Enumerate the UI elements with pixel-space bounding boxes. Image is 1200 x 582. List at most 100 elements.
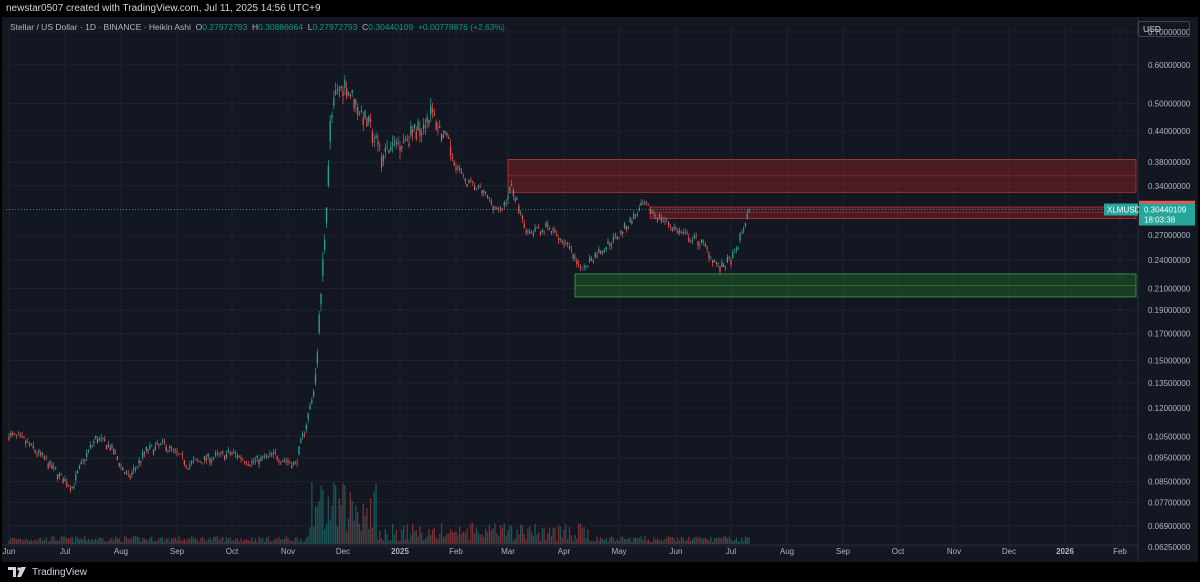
candle-body <box>706 247 708 249</box>
volume-bar <box>666 537 668 544</box>
candle-body <box>207 453 209 457</box>
candle-body <box>601 251 604 253</box>
candle-body <box>732 252 734 259</box>
candle-body <box>470 180 472 182</box>
attribution-text: newstar0507 created with TradingView.com… <box>6 3 321 14</box>
volume-bar <box>207 539 209 544</box>
candle-body <box>568 246 571 249</box>
volume-bar <box>644 536 646 544</box>
volume-bar <box>19 538 21 544</box>
candle-body <box>172 448 175 450</box>
candle-body <box>746 213 748 219</box>
volume-bar <box>75 536 77 544</box>
candle-body <box>272 452 275 454</box>
y-tick-label: 0.19000000 <box>1148 306 1191 315</box>
candle-body <box>202 463 204 465</box>
candle-body <box>229 452 231 455</box>
volume-bar <box>730 539 732 544</box>
volume-bar <box>251 537 253 544</box>
volume-bar <box>333 482 335 544</box>
volume-bar <box>66 537 68 544</box>
candle-body <box>47 463 49 469</box>
candle-body <box>132 468 135 471</box>
candle-body <box>616 236 618 239</box>
volume-bar <box>470 523 472 544</box>
candle-body <box>653 213 655 215</box>
candle-body <box>592 261 594 262</box>
volume-bar <box>547 532 549 544</box>
volume-bar <box>388 540 390 544</box>
volume-bar <box>503 523 505 544</box>
candle-body <box>545 222 547 227</box>
candle-body <box>89 445 91 448</box>
candle-body <box>448 137 450 139</box>
volume-bar <box>167 538 169 544</box>
currency-selector[interactable]: USD <box>1138 21 1190 37</box>
volume-bar <box>609 537 611 544</box>
volume-bar <box>151 536 153 544</box>
candle-body <box>69 488 72 490</box>
volume-bar <box>426 536 428 544</box>
x-tick-label: Aug <box>114 547 128 556</box>
volume-bar <box>194 537 196 544</box>
volume-bar <box>296 537 298 544</box>
volume-bar <box>402 525 405 544</box>
volume-bar <box>305 537 307 544</box>
candle-body <box>324 239 326 250</box>
volume-bar <box>442 537 445 544</box>
y-tick-label: 0.50000000 <box>1148 100 1191 109</box>
candle-body <box>30 443 33 445</box>
candle-body <box>693 235 695 238</box>
candle-body <box>719 267 721 272</box>
volume-bar <box>172 538 175 544</box>
candle-body <box>64 479 66 482</box>
footer-brand: TradingView <box>32 566 88 578</box>
candle-body <box>388 149 390 154</box>
chart-frame[interactable]: 0.70000000 0.60000000 0.50000000 0.44000000… <box>2 17 1198 562</box>
volume-bar <box>242 541 244 544</box>
candle-body <box>408 143 410 146</box>
candle-body <box>338 89 340 91</box>
candle-body <box>645 203 648 205</box>
volume-bar <box>667 536 670 544</box>
volume-bar <box>300 538 302 544</box>
candle-body <box>231 453 233 454</box>
candle-body <box>342 90 344 96</box>
candle-body <box>730 260 732 265</box>
volume-bar <box>590 541 593 544</box>
candle-body <box>690 241 692 243</box>
candle-body <box>109 447 111 451</box>
candle-body <box>464 178 466 182</box>
candle-body <box>344 79 346 88</box>
candle-body <box>265 455 267 457</box>
volume-bar <box>636 538 639 544</box>
candle-body <box>611 244 613 246</box>
volume-bar <box>682 538 684 544</box>
volume-bar <box>258 536 260 544</box>
x-tick-label: Nov <box>947 547 961 556</box>
candle-body <box>618 237 620 239</box>
candle-body <box>163 441 166 443</box>
volume-bar <box>466 528 468 544</box>
price-chart[interactable]: 0.70000000 0.60000000 0.50000000 0.44000000… <box>2 17 1198 562</box>
volume-bar <box>529 525 531 544</box>
candle-body <box>477 185 479 188</box>
candle-body <box>514 198 516 201</box>
volume-bar <box>634 537 637 544</box>
volume-bar <box>468 539 470 544</box>
candle-body <box>726 257 728 263</box>
candle-body <box>536 227 538 229</box>
candle-body <box>357 107 359 115</box>
candle-body <box>386 146 388 148</box>
candle-body <box>13 433 16 435</box>
candle-body <box>322 259 324 276</box>
candle-body <box>431 108 434 113</box>
candle-body <box>547 224 549 227</box>
volume-bar <box>721 538 723 544</box>
volume-bar <box>344 485 346 544</box>
volume-bar <box>726 538 728 544</box>
volume-bar <box>408 540 410 544</box>
candle-body <box>644 201 646 203</box>
volume-bar <box>494 523 496 544</box>
candle-body <box>656 218 659 221</box>
